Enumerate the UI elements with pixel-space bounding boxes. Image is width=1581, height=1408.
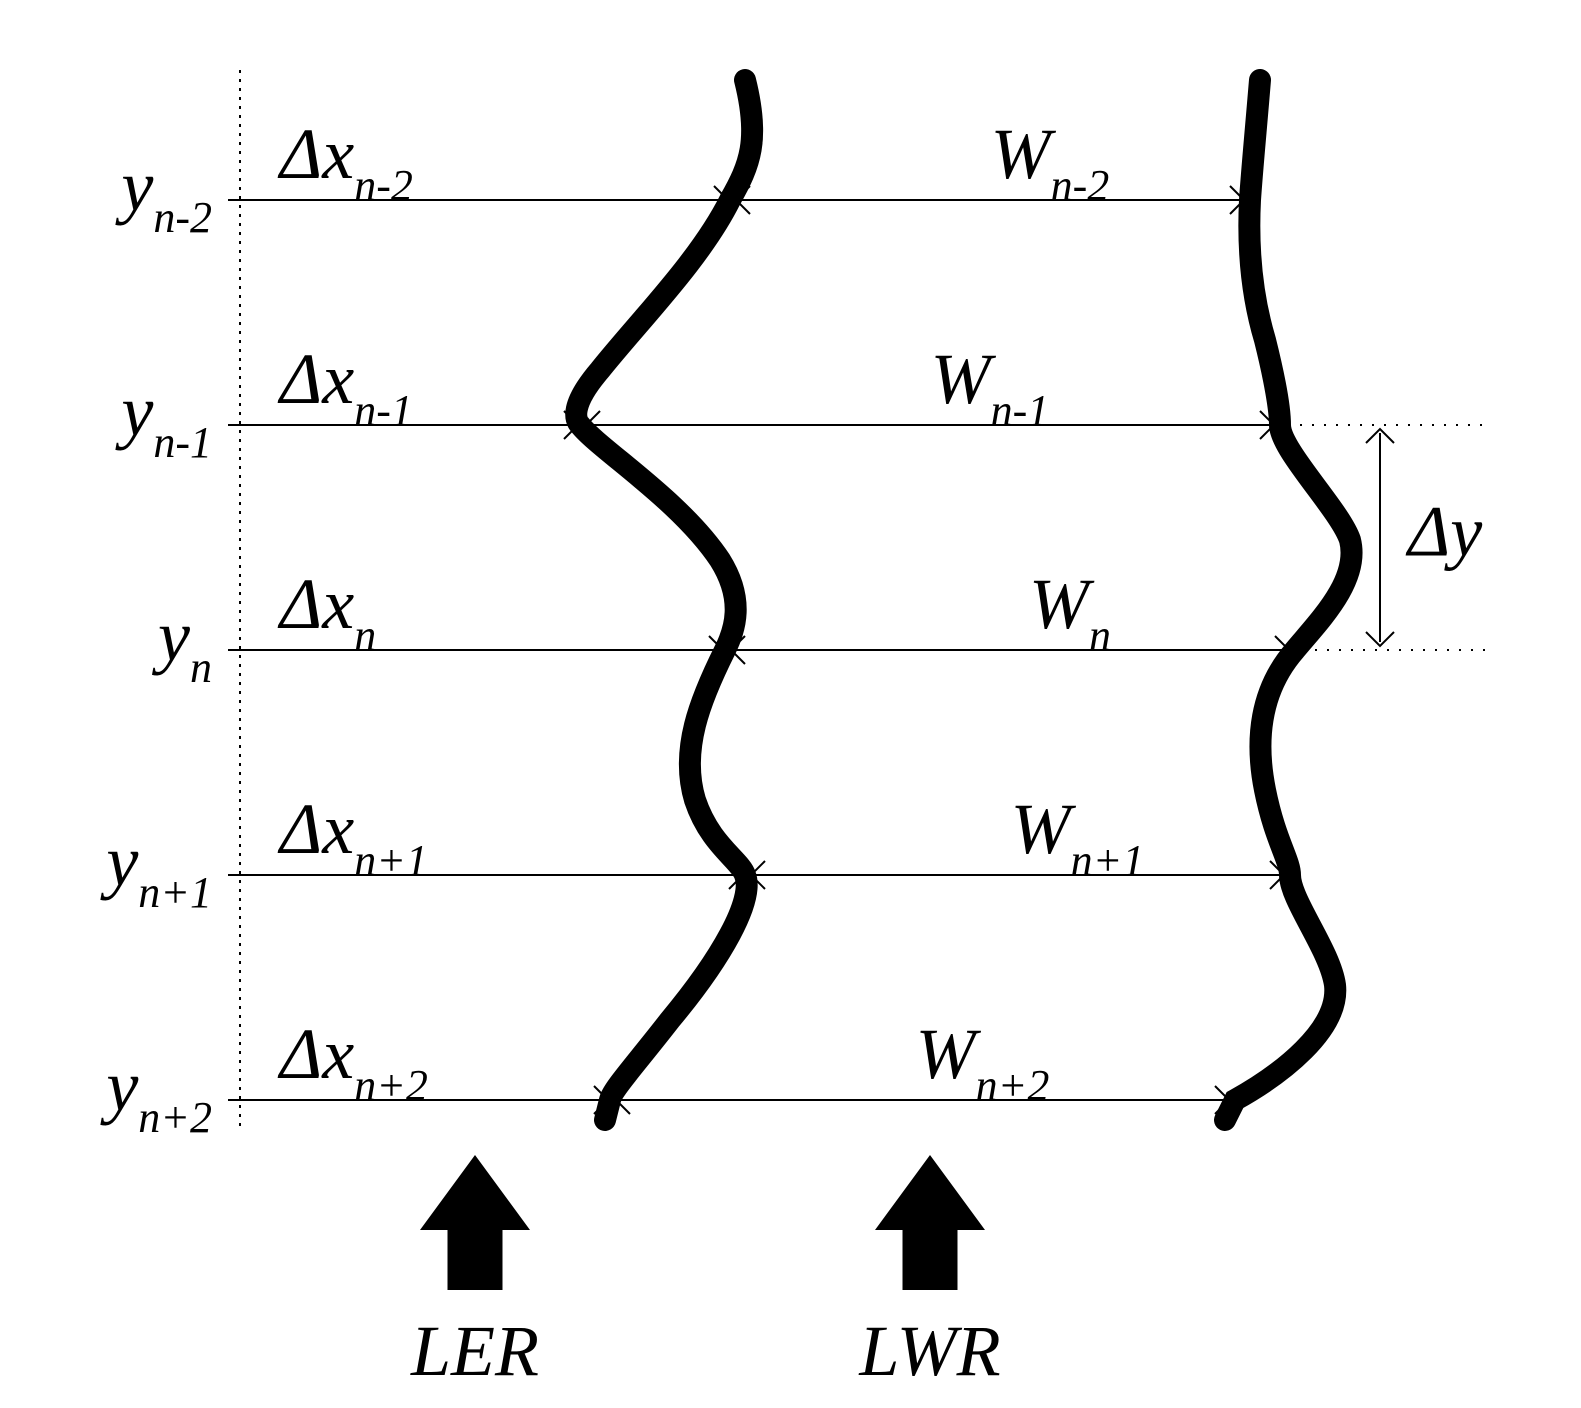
dy-label: Δy — [1405, 492, 1482, 572]
ler-lwr-diagram: yn-2Δxn-2Wn-2yn-1Δxn-1Wn-1ynΔxnWnyn+1Δxn… — [0, 0, 1581, 1408]
big-arrow-label-lwr: LWR — [858, 1311, 1000, 1391]
diagram-bg — [0, 0, 1581, 1408]
big-arrow-label-ler: LER — [410, 1311, 539, 1391]
